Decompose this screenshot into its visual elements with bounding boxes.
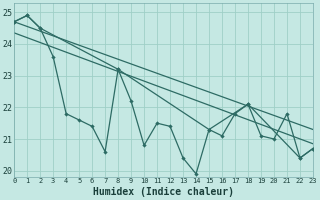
X-axis label: Humidex (Indice chaleur): Humidex (Indice chaleur) (93, 187, 234, 197)
